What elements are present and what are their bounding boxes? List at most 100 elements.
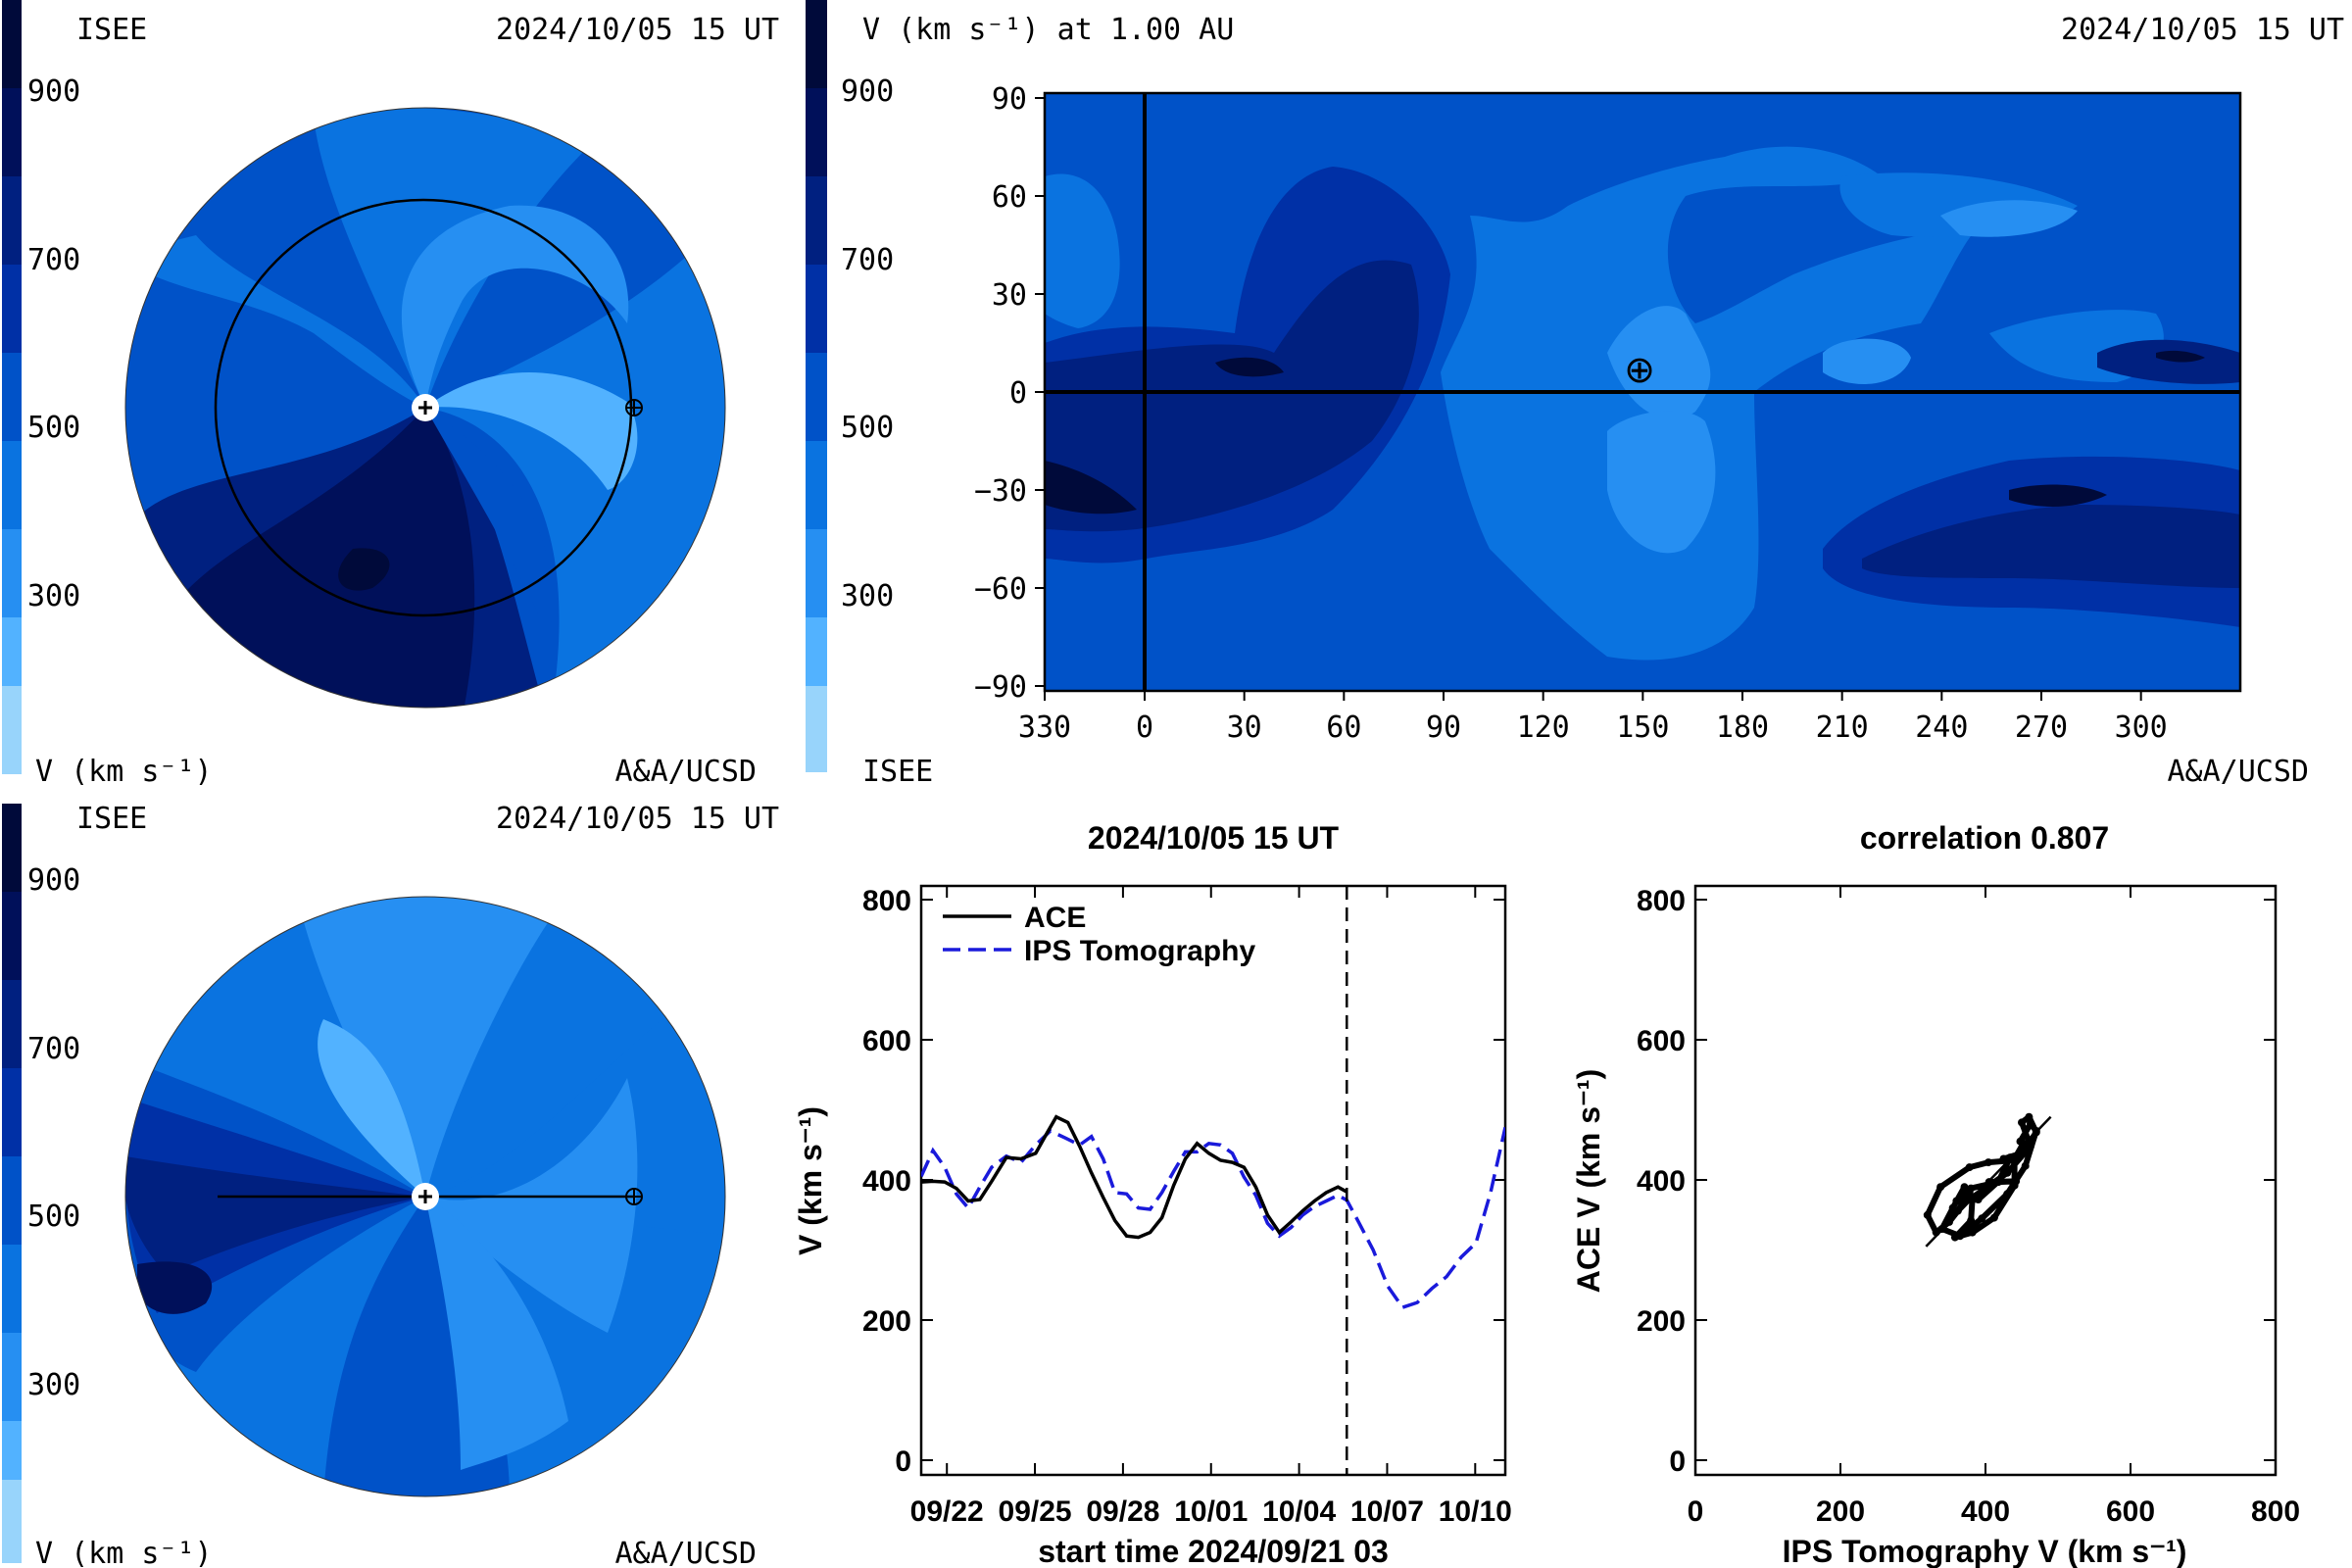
- map-lon-tick-label: 180: [1716, 710, 1769, 745]
- legend-label-ace: ACE: [1024, 902, 1086, 934]
- tl-credit: A&A/UCSD: [615, 755, 758, 789]
- scatter-point: [1959, 1197, 1968, 1205]
- scatter-point: [1984, 1158, 1992, 1167]
- bl-isee-label: ISEE: [76, 802, 147, 836]
- scatter-x-tick-label: 200: [1816, 1495, 1865, 1528]
- map-lat-tick-label: 90: [992, 82, 1027, 117]
- ts-x-tick-label: 10/10: [1439, 1495, 1512, 1528]
- scatter-point: [1960, 1183, 1969, 1192]
- ts-x-tick-label: 10/07: [1350, 1495, 1424, 1528]
- legend-label-ips: IPS Tomography: [1024, 935, 1255, 967]
- scatter-y-axis: 800 600 400 200 0: [1637, 885, 2276, 1478]
- scatter-points: [1923, 1112, 2040, 1242]
- bl-colorbar-tick-900: 900: [27, 863, 80, 898]
- top-map-colorbar: [806, 0, 827, 772]
- scatter-point: [1965, 1163, 1974, 1172]
- scatter-fit-line: [1925, 1115, 2052, 1248]
- bl-colorbar-tick-300: 300: [27, 1368, 80, 1402]
- scatter-point: [1948, 1203, 1957, 1212]
- scatter-point: [2003, 1168, 2012, 1177]
- map-lat-tick-label: −30: [974, 474, 1027, 509]
- map-lon-tick-label: 0: [1136, 710, 1153, 745]
- bl-timestamp: 2024/10/05 15 UT: [496, 802, 779, 836]
- scatter-x-axis: 0 200 400 600 800: [1688, 886, 2300, 1528]
- scatter-x-tick-label: 400: [1961, 1495, 2010, 1528]
- scatter-point: [1967, 1216, 1976, 1225]
- map-earth-icon: ⊕: [1624, 348, 1655, 391]
- scatter-point: [1968, 1228, 1977, 1237]
- map-colorbar-tick-700: 700: [841, 243, 894, 277]
- scatter-point: [1936, 1183, 1945, 1192]
- map-lon-tick-label: 330: [1018, 710, 1071, 745]
- tl-earth-icon: [625, 399, 643, 416]
- scatter-plot-frame: [1693, 884, 2278, 1477]
- scatter-point: [2021, 1161, 2030, 1170]
- tl-timestamp: 2024/10/05 15 UT: [496, 13, 779, 47]
- map-lat-tick-label: 0: [1009, 376, 1027, 411]
- ts-title: 2024/10/05 15 UT: [1088, 820, 1340, 856]
- tl-colorbar-tick-900: 900: [27, 74, 80, 109]
- map-lon-tick-label: 210: [1816, 710, 1869, 745]
- tl-isee-label: ISEE: [76, 13, 147, 47]
- scatter-y-tick-label: 200: [1637, 1305, 1686, 1338]
- ts-y-axis: 800 600 400 200 0: [862, 885, 1505, 1478]
- ts-y-axis-label: V (km s⁻¹): [793, 1106, 828, 1255]
- map-lat-tick-label: −60: [974, 572, 1027, 607]
- scatter-point: [2018, 1149, 2026, 1157]
- scatter-point: [1989, 1213, 1998, 1222]
- scatter-title: correlation 0.807: [1860, 820, 2109, 856]
- scatter-point: [2025, 1112, 2034, 1121]
- ts-plot-frame: [919, 884, 1507, 1477]
- scatter-point: [1994, 1177, 2003, 1186]
- map-lon-tick-label: 300: [2115, 710, 2168, 745]
- scatter-y-tick-label: 400: [1637, 1165, 1686, 1198]
- scatter-point: [2003, 1190, 2012, 1199]
- scatter-point: [1999, 1154, 2008, 1163]
- ts-x-tick-label: 09/25: [999, 1495, 1072, 1528]
- map-lon-tick-label: 60: [1326, 710, 1361, 745]
- scatter-y-axis-label: ACE V (km s⁻¹): [1571, 1069, 1606, 1293]
- ts-legend: ACE IPS Tomography: [943, 902, 1255, 967]
- scatter-point: [1923, 1210, 1932, 1219]
- map-lon-tick-label: 270: [2015, 710, 2068, 745]
- scatter-x-tick-label: 800: [2251, 1495, 2300, 1528]
- map-lat-tick-label: 60: [992, 180, 1027, 215]
- top-left-colorbar: [2, 0, 22, 774]
- scatter-point: [1965, 1188, 1974, 1197]
- scatter-point: [2026, 1119, 2034, 1128]
- scatter-point: [1978, 1214, 1986, 1223]
- map-credit: A&A/UCSD: [2168, 755, 2310, 789]
- ts-x-tick-label: 09/22: [910, 1495, 984, 1528]
- map-colorbar-tick-500: 500: [841, 411, 894, 445]
- map-lat-tick-label: −90: [974, 670, 1027, 705]
- scatter-x-tick-label: 600: [2106, 1495, 2155, 1528]
- ts-y-tick-label: 400: [862, 1165, 911, 1198]
- ts-y-tick-label: 600: [862, 1025, 911, 1057]
- tl-colorbar-tick-700: 700: [27, 243, 80, 277]
- scatter-panel: correlation 0.807 800 600 400 200 0 0 200 400 6…: [1571, 820, 2300, 1568]
- scatter-point: [1952, 1197, 1961, 1205]
- tl-colorbar-tick-500: 500: [27, 411, 80, 445]
- bottom-left-polar-panel: 900 700 500 300 ISEE 2024/10/05 15 UT V …: [2, 802, 779, 1568]
- map-lon-tick-label: 150: [1616, 710, 1669, 745]
- bl-earth-icon: [625, 1188, 643, 1205]
- scatter-y-tick-label: 800: [1637, 885, 1686, 917]
- map-lat-tick-label: 30: [992, 278, 1027, 313]
- map-lon-tick-label: 120: [1517, 710, 1570, 745]
- scatter-point: [2026, 1142, 2034, 1151]
- ts-y-tick-label: 800: [862, 885, 911, 917]
- scatter-point: [2016, 1137, 2025, 1146]
- map-latitude-axis: 90 60 30 0 −30 −60 −90: [974, 82, 1045, 705]
- ts-y-tick-label: 200: [862, 1305, 911, 1338]
- bl-colorbar-tick-500: 500: [27, 1200, 80, 1234]
- map-colorbar-tick-900: 900: [841, 74, 894, 109]
- scatter-y-tick-label: 600: [1637, 1025, 1686, 1057]
- ts-x-tick-label: 09/28: [1086, 1495, 1159, 1528]
- bl-colorbar-tick-700: 700: [27, 1032, 80, 1066]
- top-left-polar-panel: 900 700 500 300 ISEE 2024/10/05 15 UT V …: [2, 0, 779, 789]
- scatter-point: [2018, 1118, 2026, 1127]
- map-title: V (km s⁻¹) at 1.00 AU: [862, 13, 1234, 47]
- bl-credit: A&A/UCSD: [615, 1537, 758, 1568]
